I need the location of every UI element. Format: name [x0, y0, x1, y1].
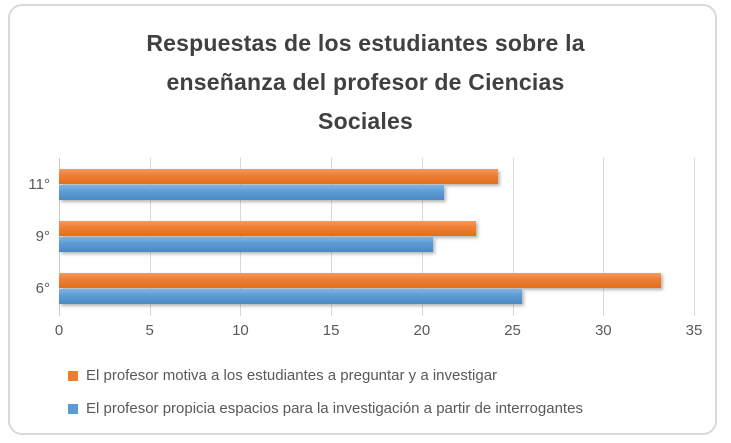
- legend-label: El profesor motiva a los estudiantes a p…: [86, 367, 498, 384]
- bar-group-11°: [59, 169, 694, 201]
- bar-series0-9°: [59, 221, 477, 236]
- bar-series0-6°: [59, 273, 662, 288]
- gridline-x-30: [603, 158, 605, 316]
- bar-series0-11°: [59, 169, 499, 184]
- chart-title-line: enseñanza del profesor de Ciencias: [166, 69, 565, 95]
- chart-title-line: Respuestas de los estudiantes sobre la: [146, 30, 585, 56]
- bar-group-6°: [59, 273, 694, 305]
- category-label-6°: 6°: [35, 280, 50, 297]
- category-label-11°: 11°: [28, 176, 50, 193]
- legend-swatch-icon: [68, 403, 78, 414]
- bar-series1-11°: [59, 185, 444, 200]
- legend-label: El profesor propicia espacios para la in…: [86, 400, 583, 417]
- gridline-x-35: [694, 158, 695, 316]
- x-tick-label: 25: [504, 322, 521, 339]
- x-tick-label: 0: [54, 322, 64, 339]
- category-label-9°: 9°: [35, 228, 50, 245]
- bar-series1-6°: [59, 289, 522, 304]
- bar-group-9°: [59, 221, 694, 253]
- bar-series1-9°: [59, 237, 433, 252]
- legend-item-series0: El profesor motiva a los estudiantes a p…: [68, 367, 497, 384]
- x-tick-label: 5: [145, 322, 154, 339]
- chart-frame: [8, 4, 717, 435]
- legend-item-series1: El profesor propicia espacios para la in…: [68, 400, 583, 417]
- gridline-x-25: [512, 158, 514, 316]
- x-tick-label: 30: [594, 322, 612, 339]
- chart-title-line: Sociales: [318, 108, 413, 134]
- x-tick-label: 20: [413, 322, 431, 339]
- chart-title: Respuestas de los estudiantes sobre la en…: [0, 24, 731, 141]
- x-tick-label: 15: [322, 322, 340, 339]
- plot-area: [59, 158, 695, 316]
- legend-swatch-icon: [68, 370, 78, 381]
- x-tick-label: 35: [685, 322, 703, 339]
- x-tick-label: 10: [232, 322, 249, 339]
